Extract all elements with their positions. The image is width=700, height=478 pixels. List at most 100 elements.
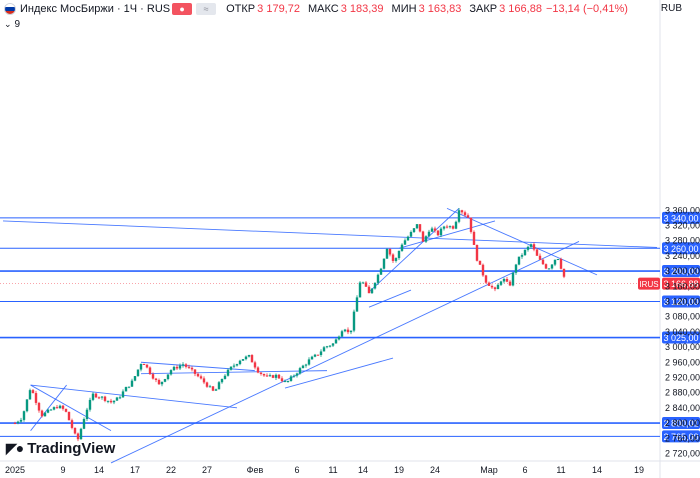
candle-body — [109, 400, 113, 403]
trendline[interactable] — [368, 208, 460, 293]
indicators-toggle[interactable]: ⌄ 9 — [4, 19, 20, 30]
candle-body — [541, 259, 545, 265]
chevron-down-icon[interactable]: ⌄ — [4, 19, 12, 29]
candle-body — [328, 345, 332, 347]
x-tick-label: 24 — [430, 465, 440, 475]
x-tick-label: 22 — [166, 465, 176, 475]
open-label: ОТКР — [226, 3, 256, 15]
candle-body — [61, 405, 65, 409]
candle-body — [394, 258, 398, 261]
candle-body — [103, 396, 107, 401]
candle-body — [361, 282, 365, 284]
level-label: 3 025,00 — [663, 333, 698, 343]
candle-body — [175, 366, 179, 369]
candle-body — [490, 285, 494, 288]
candle-body — [286, 380, 290, 382]
candle-body — [475, 244, 479, 261]
candle-body — [388, 248, 392, 255]
trendline[interactable] — [2, 220, 658, 248]
candle-body — [535, 249, 539, 256]
candle-body — [148, 367, 152, 375]
candle-body — [403, 240, 407, 245]
currency-label[interactable]: RUB — [660, 3, 682, 14]
candle-body — [340, 331, 344, 337]
candle-body — [133, 376, 137, 381]
candle-body — [70, 420, 74, 428]
x-tick-label: 11 — [328, 465, 337, 475]
candle-body — [121, 391, 125, 398]
candle-body — [187, 366, 191, 368]
trendline[interactable] — [140, 361, 256, 372]
candle-body — [376, 274, 380, 283]
candle-body — [301, 365, 305, 369]
candle-body — [259, 372, 263, 374]
trendline[interactable] — [398, 220, 496, 249]
candle-body — [520, 255, 524, 257]
candle-body — [217, 382, 221, 390]
candle-body — [160, 381, 164, 385]
trendline[interactable] — [30, 384, 238, 409]
candle-body — [295, 373, 299, 376]
current-price-label: 3 166,88 — [663, 279, 698, 289]
candle-body — [397, 250, 401, 259]
candle-body — [391, 254, 395, 261]
y-tick-label: 3 360,00 — [665, 205, 700, 215]
time-axis[interactable]: 2025 9 14 17 22 27 Фев 6 11 14 19 24 Мар 6 11 14 19 — [5, 465, 644, 475]
current-price-badge — [662, 277, 700, 290]
red-dot-icon[interactable]: ● — [172, 3, 193, 15]
level-label: 2 765,00 — [663, 432, 698, 442]
trendline[interactable] — [284, 357, 394, 389]
candle-body — [85, 409, 89, 420]
y-tick-label: 2 960,00 — [665, 357, 700, 367]
candle-body — [505, 279, 509, 282]
x-tick-label: 19 — [634, 465, 644, 475]
candle-body — [136, 369, 140, 377]
trendline[interactable] — [30, 384, 67, 431]
candle-body — [49, 409, 53, 411]
candle-body — [409, 231, 413, 237]
candle-body — [445, 226, 449, 228]
compare-icon[interactable]: ≈ — [196, 3, 217, 15]
candle-body — [508, 281, 512, 286]
trendline[interactable] — [368, 289, 412, 308]
low-value: 3 163,83 — [418, 3, 462, 15]
candle-body — [352, 311, 356, 331]
candle-body — [181, 364, 185, 366]
candle-body — [55, 407, 59, 409]
candle-body — [415, 224, 419, 229]
tradingview-logo[interactable]: ◤● TradingView — [6, 440, 115, 457]
candle-body — [145, 364, 149, 368]
candle-body — [52, 407, 56, 410]
candle-body — [67, 411, 71, 421]
candle-body — [280, 378, 284, 382]
price-axis[interactable]: 3 360,00 3 320,00 3 280,00 3 240,00 3 200,00… — [665, 205, 700, 458]
instrument-title[interactable]: Индекс МосБиржи · 1Ч · RUS — [20, 3, 171, 15]
candle-body — [112, 400, 116, 403]
candle-body — [436, 230, 440, 236]
candle-body — [220, 378, 224, 383]
candle-body — [451, 226, 455, 229]
candle-body — [157, 379, 161, 385]
x-tick-label: 14 — [592, 465, 602, 475]
chart-header: Индекс МосБиржи · 1Ч · RUS ● ≈ ОТКР 3 179… — [0, 0, 628, 18]
candle-body — [355, 297, 359, 312]
candle-body — [346, 329, 350, 333]
candle-body — [367, 286, 371, 294]
candle-body — [88, 399, 92, 410]
trendline[interactable] — [110, 241, 580, 464]
candle-body — [532, 244, 536, 250]
y-tick-label: 3 240,00 — [665, 251, 700, 261]
candle-body — [460, 210, 464, 213]
candle-body — [553, 259, 557, 265]
candle-body — [562, 268, 566, 277]
y-tick-label: 2 800,00 — [665, 418, 700, 428]
trendline[interactable] — [30, 384, 112, 432]
close-value: 3 166,88 — [499, 3, 542, 15]
candle-body — [262, 373, 266, 376]
candle-body — [169, 370, 173, 375]
candle-body — [139, 363, 143, 370]
candle-body — [232, 365, 236, 367]
candle-body — [283, 381, 287, 383]
candle-body — [364, 282, 368, 287]
